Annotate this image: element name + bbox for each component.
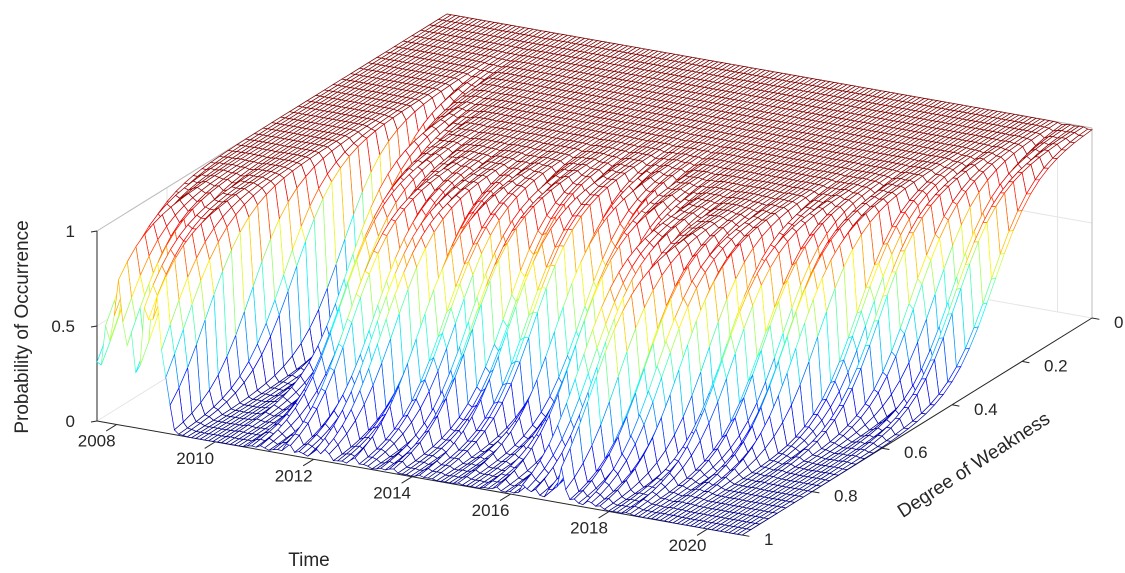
mesh-surface (96, 13, 1093, 536)
